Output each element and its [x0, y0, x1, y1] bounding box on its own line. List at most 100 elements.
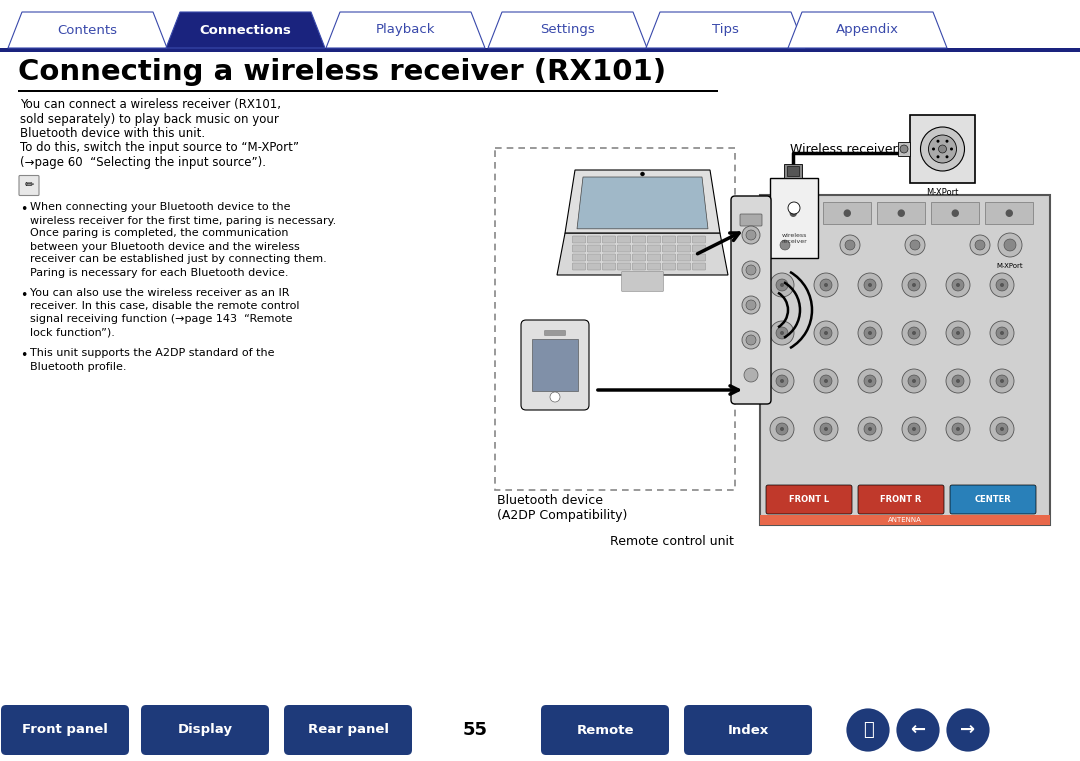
FancyBboxPatch shape [692, 245, 705, 252]
Circle shape [956, 427, 960, 431]
Text: Bluetooth profile.: Bluetooth profile. [30, 361, 126, 371]
Circle shape [932, 148, 935, 151]
FancyBboxPatch shape [603, 263, 616, 270]
FancyBboxPatch shape [931, 202, 978, 224]
Circle shape [746, 230, 756, 240]
Text: ANTENNA: ANTENNA [888, 517, 922, 523]
Bar [760, 515, 1050, 525]
Circle shape [864, 327, 876, 339]
Text: FRONT L: FRONT L [788, 495, 829, 505]
FancyBboxPatch shape [766, 485, 852, 514]
Bar [770, 178, 818, 258]
Bar [760, 195, 1050, 525]
FancyBboxPatch shape [621, 272, 663, 291]
Text: ●: ● [842, 208, 851, 218]
Circle shape [970, 235, 990, 255]
Bar [787, 166, 799, 176]
Circle shape [902, 321, 926, 345]
Circle shape [902, 417, 926, 441]
FancyBboxPatch shape [544, 330, 566, 336]
Circle shape [770, 273, 794, 297]
FancyBboxPatch shape [823, 202, 870, 224]
Circle shape [858, 369, 882, 393]
FancyBboxPatch shape [588, 245, 600, 252]
Circle shape [1000, 283, 1004, 287]
Text: You can connect a wireless receiver (RX101,: You can connect a wireless receiver (RX1… [21, 98, 281, 111]
Circle shape [956, 331, 960, 335]
Circle shape [780, 427, 784, 431]
Circle shape [744, 368, 758, 382]
Text: →: → [960, 721, 975, 739]
Circle shape [820, 423, 832, 435]
Circle shape [912, 283, 916, 287]
Text: wireless
receiver: wireless receiver [781, 233, 807, 244]
Circle shape [824, 283, 828, 287]
Circle shape [1000, 427, 1004, 431]
Text: ●: ● [1004, 208, 1013, 218]
Text: Appendix: Appendix [836, 24, 899, 37]
Circle shape [820, 279, 832, 291]
Circle shape [770, 417, 794, 441]
Circle shape [742, 331, 760, 349]
FancyBboxPatch shape [603, 245, 616, 252]
Circle shape [951, 279, 964, 291]
FancyBboxPatch shape [662, 263, 675, 270]
Text: 🏠: 🏠 [863, 721, 874, 739]
FancyBboxPatch shape [633, 236, 646, 243]
Bar [532, 339, 578, 391]
Circle shape [908, 279, 920, 291]
Circle shape [788, 202, 800, 214]
Circle shape [936, 155, 940, 158]
FancyBboxPatch shape [588, 236, 600, 243]
Circle shape [951, 375, 964, 387]
Circle shape [951, 327, 964, 339]
Text: Contents: Contents [57, 24, 118, 37]
FancyBboxPatch shape [692, 236, 705, 243]
Text: receiver. In this case, disable the remote control: receiver. In this case, disable the remo… [30, 301, 299, 311]
Text: sold separately) to play back music on your: sold separately) to play back music on y… [21, 113, 279, 126]
Circle shape [910, 240, 920, 250]
Circle shape [840, 235, 860, 255]
Bar [784, 164, 802, 178]
Circle shape [742, 261, 760, 279]
Circle shape [945, 707, 991, 753]
FancyBboxPatch shape [662, 254, 675, 261]
FancyBboxPatch shape [692, 254, 705, 261]
Circle shape [775, 235, 795, 255]
Circle shape [920, 127, 964, 171]
FancyBboxPatch shape [677, 263, 690, 270]
Circle shape [820, 327, 832, 339]
Text: Connecting a wireless receiver (RX101): Connecting a wireless receiver (RX101) [18, 58, 666, 86]
Text: Remote: Remote [577, 724, 634, 737]
FancyBboxPatch shape [618, 254, 631, 261]
Text: •: • [21, 349, 27, 361]
Circle shape [946, 273, 970, 297]
FancyBboxPatch shape [648, 263, 661, 270]
FancyBboxPatch shape [618, 245, 631, 252]
FancyBboxPatch shape [677, 245, 690, 252]
Text: 55: 55 [462, 721, 487, 739]
FancyBboxPatch shape [662, 236, 675, 243]
Circle shape [902, 369, 926, 393]
FancyBboxPatch shape [521, 320, 589, 410]
Text: •: • [21, 202, 27, 215]
Circle shape [908, 327, 920, 339]
Circle shape [550, 392, 561, 402]
Text: receiver can be established just by connecting them.: receiver can be established just by conn… [30, 254, 327, 265]
FancyBboxPatch shape [588, 263, 600, 270]
Bar [897, 142, 910, 156]
Circle shape [946, 321, 970, 345]
Circle shape [990, 369, 1014, 393]
FancyBboxPatch shape [684, 705, 812, 755]
Circle shape [912, 427, 916, 431]
Text: ←: ← [910, 721, 926, 739]
Text: FRONT R: FRONT R [880, 495, 921, 505]
Circle shape [742, 226, 760, 244]
Circle shape [900, 145, 908, 153]
Text: wireless receiver for the first time, paring is necessary.: wireless receiver for the first time, pa… [30, 215, 336, 225]
Circle shape [908, 423, 920, 435]
Text: Paring is necessary for each Bluetooth device.: Paring is necessary for each Bluetooth d… [30, 268, 288, 278]
Bar [18, 90, 718, 91]
FancyBboxPatch shape [633, 254, 646, 261]
FancyBboxPatch shape [603, 236, 616, 243]
